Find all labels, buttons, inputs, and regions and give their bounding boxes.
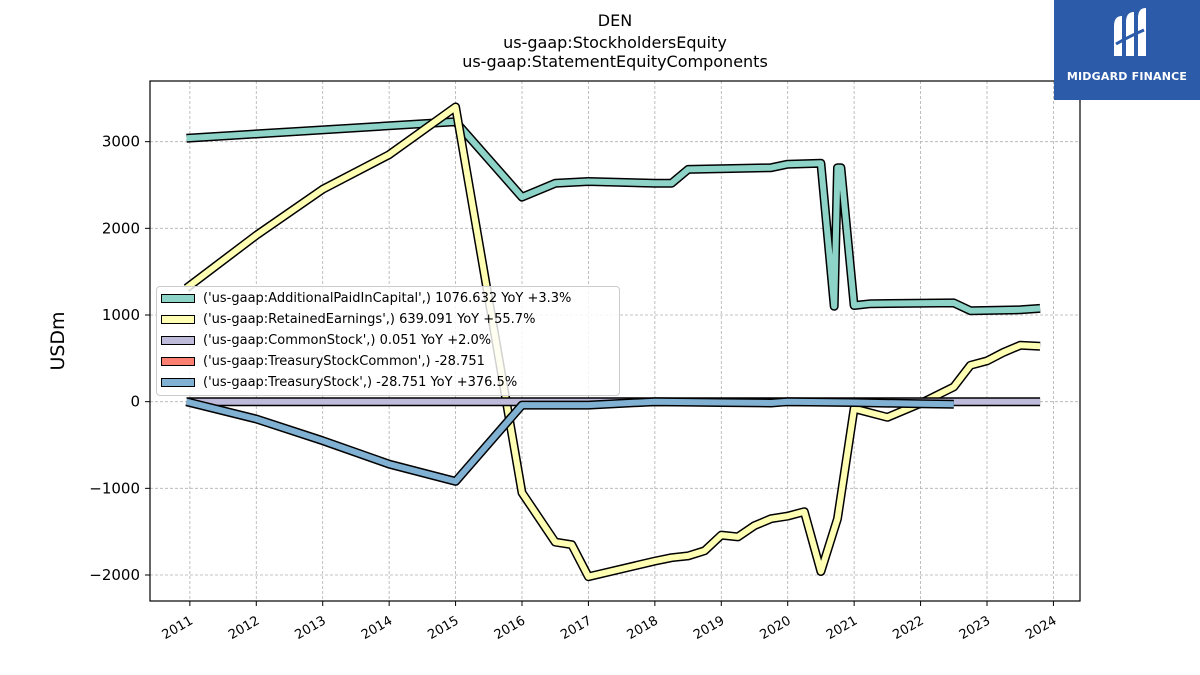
chart-title-line-1: DEN [597, 11, 633, 30]
y-axis-label: USDm [47, 311, 69, 370]
legend-label: ('us-gaap:CommonStock',) 0.051 YoY +2.0% [203, 332, 492, 348]
chart-title-line-2: us-gaap:StockholdersEquity [503, 33, 727, 52]
x-tick-label: 2018 [625, 613, 661, 643]
legend-label: ('us-gaap:TreasuryStock',) -28.751 YoY +… [203, 374, 518, 390]
x-axis-ticks: 2011 2012 2013 2014 2015 2016 2017 2018 2019 2020… [160, 601, 1059, 643]
series-line-1 [184, 104, 1041, 580]
y-axis-ticks: −2000 −1000 0 1000 2000 3000 [89, 133, 150, 584]
axes-frame [149, 80, 1081, 602]
grid-lines [150, 81, 1080, 601]
x-tick-label: 2024 [1023, 613, 1059, 643]
series-line-4 [185, 398, 954, 485]
x-tick-label: 2017 [558, 613, 594, 643]
legend-item-additional-paid-in-capital: ('us-gaap:AdditionalPaidInCapital',) 107… [161, 289, 571, 307]
legend-swatch [161, 335, 195, 345]
brand-mark-icon [1114, 8, 1146, 56]
legend-item-treasury-stock-common: ('us-gaap:TreasuryStockCommon',) -28.751 [161, 352, 485, 370]
x-tick-label: 2011 [160, 613, 196, 643]
x-tick-label: 2013 [293, 613, 329, 643]
legend-swatch [161, 314, 195, 324]
legend: ('us-gaap:AdditionalPaidInCapital',) 107… [156, 286, 620, 396]
x-tick-label: 2015 [425, 613, 461, 643]
brand-logo: MIDGARD FINANCE [1054, 0, 1200, 100]
brand-name: MIDGARD FINANCE [1066, 70, 1188, 83]
series-line-0 [186, 118, 1041, 314]
x-tick-label: 2021 [824, 613, 860, 643]
legend-swatch [161, 377, 195, 387]
legend-label: ('us-gaap:RetainedEarnings',) 639.091 Yo… [203, 311, 536, 327]
y-tick-label: 3000 [102, 133, 140, 151]
legend-item-retained-earnings: ('us-gaap:RetainedEarnings',) 639.091 Yo… [161, 310, 535, 328]
legend-item-common-stock: ('us-gaap:CommonStock',) 0.051 YoY +2.0% [161, 331, 491, 349]
x-tick-label: 2022 [890, 613, 926, 643]
legend-swatch [161, 356, 195, 366]
x-tick-label: 2023 [957, 613, 993, 643]
x-tick-label: 2019 [691, 613, 727, 643]
chart-title-line-3: us-gaap:StatementEquityComponents [462, 52, 768, 71]
x-tick-label: 2016 [492, 613, 528, 643]
x-tick-label: 2014 [359, 613, 395, 643]
x-tick-label: 2012 [226, 613, 262, 643]
y-tick-label: 1000 [102, 306, 140, 324]
y-tick-label: 0 [130, 393, 140, 411]
legend-label: ('us-gaap:TreasuryStockCommon',) -28.751 [203, 353, 485, 369]
legend-item-treasury-stock: ('us-gaap:TreasuryStock',) -28.751 YoY +… [161, 373, 517, 391]
series-outline-0 [186, 117, 1041, 316]
y-tick-label: −1000 [89, 479, 140, 497]
legend-label: ('us-gaap:AdditionalPaidInCapital',) 107… [203, 290, 572, 306]
series-outline-4 [185, 397, 954, 486]
x-tick-label: 2020 [758, 613, 794, 643]
series-layer [183, 102, 1041, 582]
y-tick-label: 2000 [102, 219, 140, 237]
legend-swatch [161, 293, 195, 303]
y-tick-label: −2000 [89, 566, 140, 584]
